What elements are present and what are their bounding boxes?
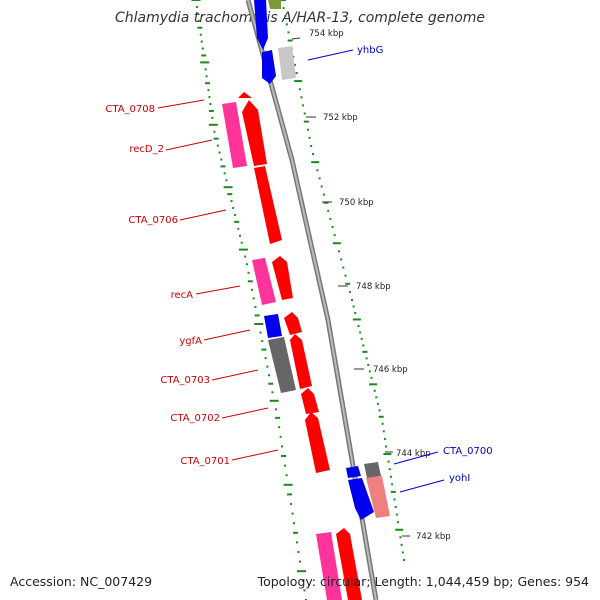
feature-recd2-rna: [222, 102, 247, 168]
gc-ring-left: [191, 0, 307, 600]
feature-cta0708: [238, 92, 252, 98]
gene-label-cta0703: CTA_0703: [160, 375, 210, 386]
feature-ygfa-cds: [284, 312, 302, 335]
feature-bottom-rna: [316, 532, 342, 600]
feature-gray-top: [278, 46, 296, 80]
feature-ygfa-rev: [264, 314, 282, 338]
feature-reverse-top-1: [254, 0, 268, 50]
kbp-label-754: 754 kbp: [309, 29, 344, 39]
feature-cta0703-cds: [290, 334, 312, 389]
feature-reca-cds: [272, 256, 293, 300]
kbp-label-744: 744 kbp: [396, 449, 431, 459]
genome-summary-text: Topology: circular; Length: 1,044,459 bp…: [257, 574, 589, 589]
feature-reverse-top-2: [262, 50, 276, 84]
gene-label-cta0702: CTA_0702: [170, 413, 220, 424]
gene-labels: yhbG CTA_0708 recD_2 CTA_0706 recA ygfA …: [105, 45, 492, 484]
feature-yohi-rev: [348, 478, 374, 520]
gene-label-cta0700: CTA_0700: [443, 446, 493, 457]
gene-label-cta0708: CTA_0708: [105, 104, 155, 115]
kbp-label-750: 750 kbp: [339, 198, 374, 208]
kbp-label-742: 742 kbp: [416, 532, 451, 542]
gene-label-ygfa: ygfA: [179, 336, 202, 347]
accession-text: Accession: NC_007429: [10, 574, 152, 589]
feature-cta0700-gray: [364, 462, 381, 478]
feature-top-green: [268, 0, 281, 9]
gene-label-cta0706: CTA_0706: [128, 215, 178, 226]
kbp-label-748: 748 kbp: [356, 282, 391, 292]
gene-label-reca: recA: [171, 290, 194, 301]
label-leaders: [157, 49, 445, 493]
gene-features: [222, 0, 390, 600]
gene-label-yhbg: yhbG: [357, 45, 383, 56]
feature-cta0706: [254, 166, 282, 244]
feature-cta0703-gray: [268, 337, 296, 393]
feature-cta0701: [305, 412, 330, 473]
map-title: Chlamydia trachomatis A/HAR-13, complete…: [115, 10, 485, 26]
feature-cta0700-rev: [346, 466, 361, 478]
feature-cta0702: [301, 388, 319, 414]
gene-label-cta0701: CTA_0701: [180, 456, 230, 467]
gene-label-yohi: yohI: [449, 473, 470, 484]
feature-recd2-cds: [242, 100, 267, 166]
kbp-label-746: 746 kbp: [373, 365, 408, 375]
kbp-label-752: 752 kbp: [323, 113, 358, 123]
gc-ring-right: [278, 0, 405, 561]
gene-label-recd2: recD_2: [129, 144, 164, 155]
feature-reca-rna: [252, 258, 276, 305]
feature-yohi-pink: [366, 476, 390, 518]
feature-bottom-cds: [336, 528, 362, 600]
kbp-scale: 754 kbp 752 kbp 750 kbp 748 kbp 746 kbp …: [291, 29, 451, 542]
